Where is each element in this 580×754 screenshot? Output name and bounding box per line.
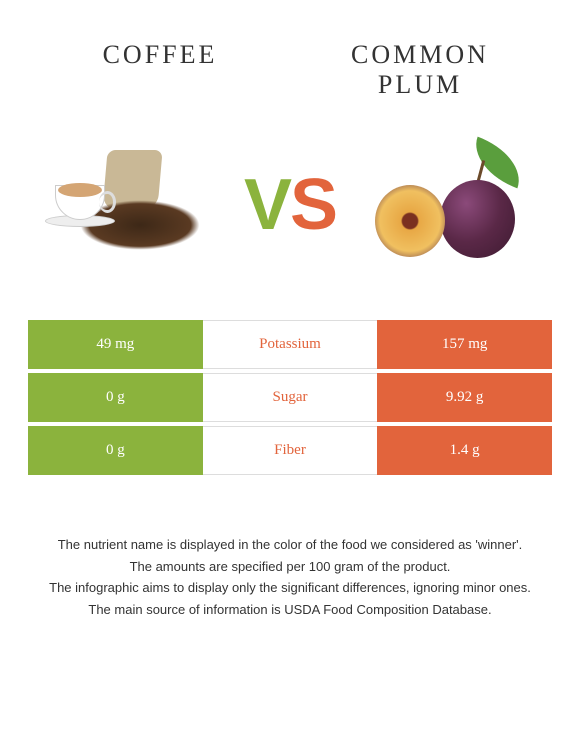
vs-label: VS bbox=[244, 164, 336, 246]
left-value: 49 mg bbox=[28, 320, 203, 369]
coffee-image bbox=[50, 135, 210, 275]
left-food-title: COFFEE bbox=[60, 40, 260, 100]
footer-line: The nutrient name is displayed in the co… bbox=[25, 535, 555, 555]
plum-image bbox=[370, 135, 530, 275]
nutrient-table: 49 mgPotassium157 mg0 gSugar9.92 g0 gFib… bbox=[28, 320, 552, 475]
vs-v: V bbox=[244, 165, 290, 245]
footer-line: The main source of information is USDA F… bbox=[25, 600, 555, 620]
footer-line: The infographic aims to display only the… bbox=[25, 578, 555, 598]
right-value: 1.4 g bbox=[377, 426, 552, 475]
vs-s: S bbox=[290, 165, 336, 245]
header: COFFEE COMMON PLUM bbox=[0, 0, 580, 120]
nutrient-label: Sugar bbox=[203, 373, 378, 422]
nutrient-row: 0 gSugar9.92 g bbox=[28, 373, 552, 422]
right-value: 157 mg bbox=[377, 320, 552, 369]
left-value: 0 g bbox=[28, 373, 203, 422]
left-value: 0 g bbox=[28, 426, 203, 475]
nutrient-row: 0 gFiber1.4 g bbox=[28, 426, 552, 475]
nutrient-label: Potassium bbox=[203, 320, 378, 369]
footer-line: The amounts are specified per 100 gram o… bbox=[25, 557, 555, 577]
nutrient-label: Fiber bbox=[203, 426, 378, 475]
right-value: 9.92 g bbox=[377, 373, 552, 422]
right-food-title: COMMON PLUM bbox=[320, 40, 520, 100]
nutrient-row: 49 mgPotassium157 mg bbox=[28, 320, 552, 369]
hero-row: VS bbox=[0, 120, 580, 310]
footer-notes: The nutrient name is displayed in the co… bbox=[0, 485, 580, 641]
